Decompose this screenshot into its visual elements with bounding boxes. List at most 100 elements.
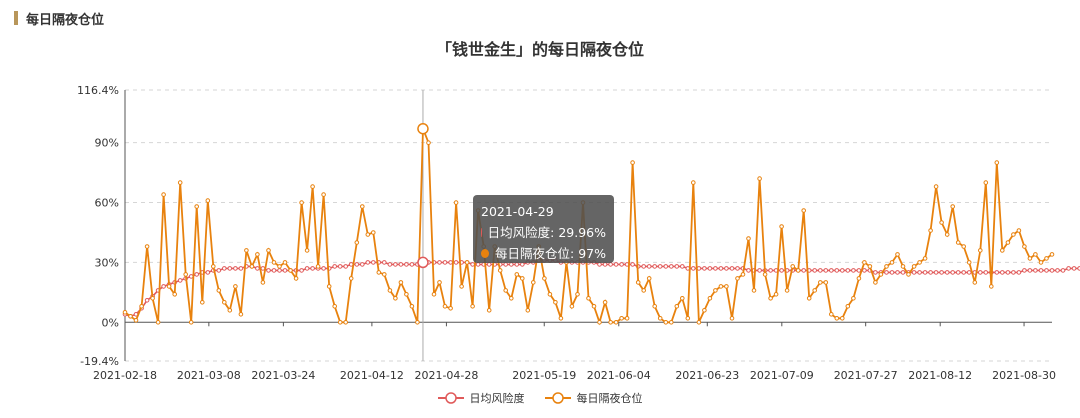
position-point	[497, 268, 503, 273]
risk-point	[646, 264, 652, 269]
position-point	[547, 292, 553, 297]
position-point	[928, 228, 933, 233]
position-point	[812, 288, 818, 293]
position-point	[663, 320, 669, 325]
risk-point	[950, 270, 956, 275]
x-tick-label: 2021-03-24	[251, 369, 315, 382]
risk-point	[779, 268, 784, 273]
position-point	[862, 260, 867, 265]
x-tick-label: 2021-08-30	[992, 369, 1056, 382]
position-point	[531, 280, 536, 285]
risk-point	[282, 268, 288, 273]
position-point	[740, 272, 746, 277]
position-point	[597, 320, 602, 325]
x-tick-label: 2021-03-08	[177, 369, 241, 382]
position-point	[707, 296, 713, 301]
x-tick-label: 2021-02-18	[93, 369, 157, 382]
position-point	[790, 264, 796, 269]
position-point	[133, 318, 139, 323]
position-point	[1049, 252, 1055, 257]
position-point	[851, 296, 856, 301]
position-point	[387, 288, 393, 293]
risk-point	[453, 260, 459, 265]
position-point	[685, 316, 691, 321]
position-point	[371, 230, 376, 235]
position-point	[680, 296, 685, 301]
risk-point	[911, 270, 917, 275]
risk-point	[222, 266, 227, 271]
risk-point	[1049, 268, 1055, 273]
position-point	[983, 180, 989, 185]
legend-risk-label: 日均风险度	[469, 392, 525, 405]
position-point	[906, 272, 911, 277]
risk-point	[917, 270, 922, 275]
position-point	[569, 304, 575, 309]
position-point	[222, 300, 227, 305]
risk-hover-point	[417, 256, 429, 269]
position-point	[348, 276, 354, 281]
position-point	[1027, 256, 1033, 261]
x-tick-label: 2021-06-23	[675, 369, 739, 382]
position-point	[823, 280, 829, 285]
position-point	[845, 304, 851, 309]
risk-point	[177, 278, 183, 283]
risk-point	[1016, 270, 1022, 275]
position-point	[211, 264, 216, 269]
risk-point	[978, 270, 983, 275]
chart-tooltip: 2021-04-29 日均风险度: 29.96% 每日隔夜仓位: 97%	[473, 195, 614, 263]
risk-point	[691, 266, 696, 271]
y-tick-label: 30%	[95, 256, 119, 269]
position-point	[277, 264, 282, 269]
position-point	[525, 308, 531, 313]
risk-point	[900, 270, 906, 275]
risk-point	[255, 266, 260, 271]
position-point	[293, 276, 299, 281]
x-tick-label: 2021-06-04	[587, 369, 651, 382]
position-point	[950, 204, 956, 209]
risk-point	[702, 266, 707, 271]
risk-point	[757, 268, 762, 273]
position-point	[1022, 244, 1027, 249]
position-point	[989, 284, 994, 289]
risk-point	[371, 260, 376, 265]
position-point	[382, 272, 387, 277]
position-point	[376, 270, 382, 275]
risk-point	[983, 270, 989, 275]
position-point	[729, 316, 735, 321]
position-point	[961, 244, 967, 249]
tooltip-date: 2021-04-29	[481, 204, 554, 219]
position-point	[459, 284, 464, 289]
risk-point	[227, 266, 233, 271]
legend-item-risk[interactable]: 日均风险度	[437, 390, 525, 406]
risk-point	[260, 266, 266, 271]
risk-point	[1000, 270, 1005, 275]
risk-point	[889, 270, 895, 275]
risk-point	[829, 268, 834, 273]
risk-point	[1033, 268, 1038, 273]
x-tick-label: 2021-07-27	[834, 369, 898, 382]
position-point	[713, 288, 718, 293]
tooltip-risk-value: 日均风险度: 29.96%	[487, 225, 606, 240]
position-point	[255, 252, 260, 257]
position-point	[288, 268, 293, 273]
risk-point	[360, 262, 365, 267]
position-point	[602, 300, 608, 305]
risk-point	[933, 270, 939, 275]
position-point	[873, 280, 878, 285]
y-tick-label: 90%	[95, 137, 119, 150]
position-point	[216, 288, 222, 293]
risk-point	[834, 268, 840, 273]
risk-point	[233, 266, 238, 271]
risk-point	[840, 268, 845, 273]
legend-item-position[interactable]: 每日隔夜仓位	[544, 390, 643, 406]
risk-point	[299, 268, 304, 273]
position-point	[1000, 248, 1005, 253]
y-tick-label: 116.4%	[77, 84, 119, 97]
position-point	[448, 306, 453, 311]
position-point	[779, 224, 784, 229]
position-point	[751, 288, 757, 293]
position-point	[900, 264, 906, 269]
position-point	[337, 320, 343, 325]
position-point	[227, 308, 233, 313]
risk-point	[801, 268, 807, 273]
